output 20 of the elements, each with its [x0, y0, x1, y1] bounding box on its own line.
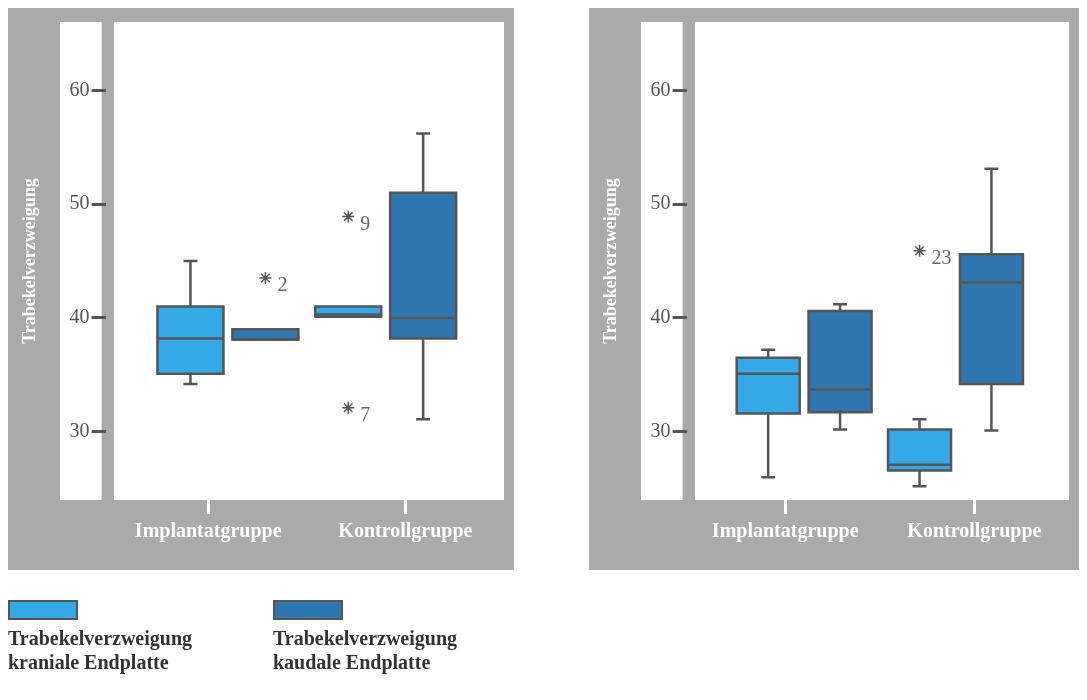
- y-tick-label: 50: [650, 191, 671, 214]
- annotation: 2: [277, 273, 288, 296]
- y-tick-label: 30: [69, 418, 90, 441]
- x-tick-label: Kontrollgruppe: [338, 519, 473, 543]
- annotation: 9: [360, 211, 371, 234]
- legend-label: Trabekelverzweigung kaudale Endplatte: [273, 626, 459, 674]
- x-tick-label: Kontrollgruppe: [907, 519, 1042, 543]
- y-axis-title: Trabekelverzweigung: [19, 178, 40, 344]
- y-tick-label: 60: [650, 77, 671, 100]
- x-tick-label: Implantatgruppe: [711, 519, 859, 543]
- y-tick-label: 60: [69, 77, 90, 100]
- annotation: 23: [931, 246, 952, 269]
- y-axis-title: Trabekelverzweigung: [600, 178, 621, 344]
- y-tick-label: 30: [650, 418, 671, 441]
- y-tick-label: 40: [650, 305, 671, 328]
- annotation: 7: [360, 403, 371, 426]
- y-tick-label: 50: [69, 191, 90, 214]
- x-tick-label: Implantatgruppe: [134, 519, 282, 543]
- legend-label: Trabekelverzweigung kraniale Endplatte: [8, 626, 194, 674]
- y-tick-label: 40: [69, 305, 90, 328]
